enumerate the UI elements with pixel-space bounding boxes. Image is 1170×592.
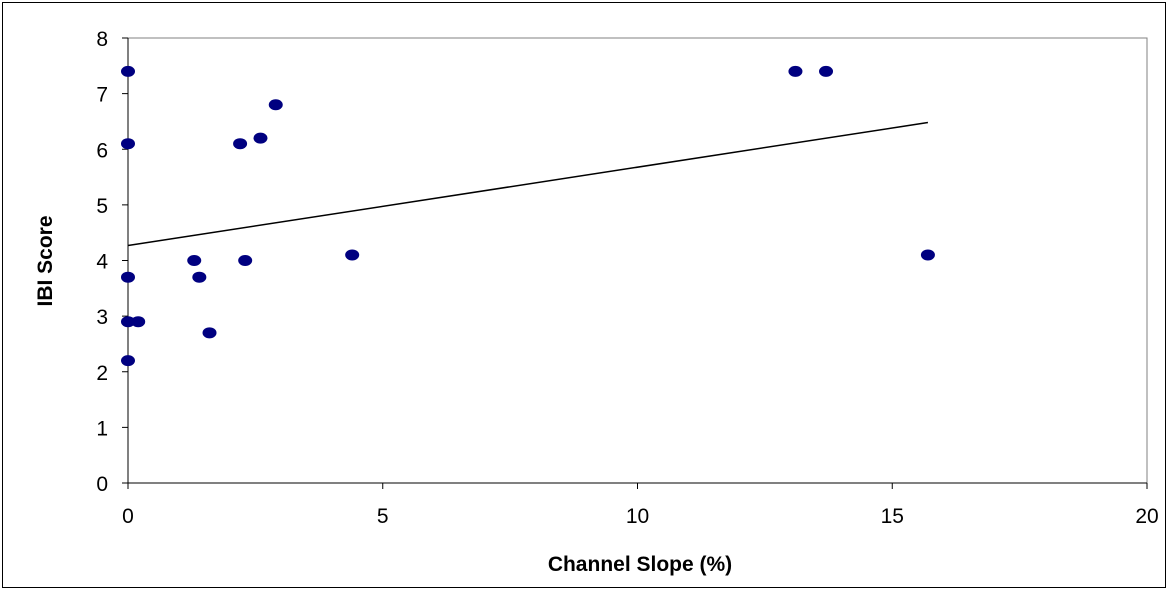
y-tick-label: 4 (96, 251, 108, 274)
y-axis-title: IBI Score (34, 215, 57, 306)
x-tick-label: 0 (122, 505, 134, 528)
x-tick-label: 5 (377, 505, 389, 528)
trendline-layer (127, 121, 929, 247)
y-tick-label: 0 (96, 473, 108, 496)
data-point (920, 249, 935, 261)
y-tick-label: 1 (96, 417, 108, 440)
data-point (268, 99, 283, 111)
data-point (192, 271, 207, 283)
trendline (127, 121, 929, 247)
data-point (202, 327, 217, 339)
data-points (121, 65, 935, 367)
data-point (121, 316, 135, 328)
data-point (345, 249, 360, 261)
data-point (121, 271, 135, 283)
y-axis: 0 1 2 3 4 5 6 7 8 (96, 28, 129, 496)
data-point (131, 316, 146, 328)
data-point (819, 65, 834, 77)
data-point (788, 65, 803, 77)
data-point (121, 355, 135, 367)
y-tick-label: 3 (96, 306, 108, 329)
data-point (121, 138, 135, 150)
y-tick-label: 2 (96, 362, 108, 385)
data-point (253, 132, 268, 144)
x-tick-label: 15 (881, 505, 904, 528)
data-point (121, 65, 135, 77)
y-tick-label: 8 (96, 28, 108, 51)
x-axis: 0 5 10 15 20 (122, 482, 1159, 528)
x-tick-label: 10 (626, 505, 649, 528)
y-tick-label: 6 (96, 139, 108, 162)
y-tick-label: 5 (96, 195, 108, 218)
y-tick-label: 7 (96, 84, 108, 107)
x-tick-label: 20 (1135, 505, 1158, 528)
data-point (187, 255, 202, 266)
data-point (233, 138, 248, 150)
data-point (238, 255, 253, 266)
x-axis-title: Channel Slope (%) (548, 553, 732, 576)
